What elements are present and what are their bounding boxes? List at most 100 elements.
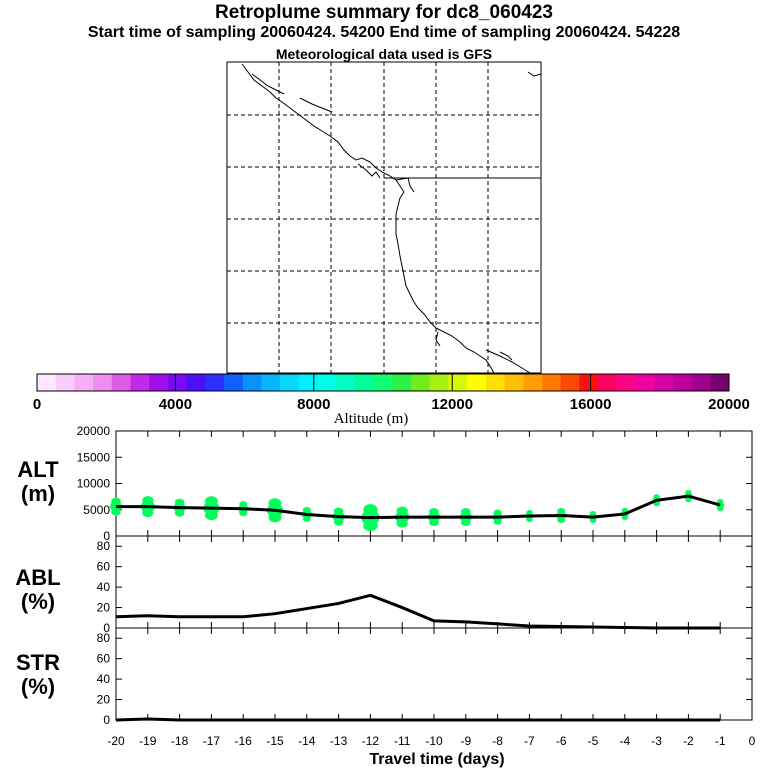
colorbar-swatch xyxy=(654,374,674,391)
y-tick-label: 0 xyxy=(103,529,110,543)
colorbar-swatch xyxy=(111,374,132,391)
alt-series-line xyxy=(116,494,721,520)
x-tick-label: -14 xyxy=(298,734,316,748)
colorbar-swatch xyxy=(672,374,693,391)
alt-scatter-point xyxy=(174,509,185,517)
alt-label: ALT xyxy=(17,457,59,482)
panel-frame xyxy=(115,627,753,721)
x-tick-label: -2 xyxy=(683,734,694,748)
colorbar-swatch xyxy=(224,374,244,391)
alt-scatter-point xyxy=(205,496,218,506)
colorbar-swatch xyxy=(392,374,412,391)
panel-abl: 0 20 40 60 80 xyxy=(97,535,753,635)
colorbar-swatch xyxy=(93,374,113,391)
colorbar-swatch xyxy=(261,374,281,391)
colorbar-swatch xyxy=(280,374,300,391)
colorbar-tick-label: 12000 xyxy=(431,396,473,413)
alt-scatter-point xyxy=(526,517,533,523)
alt-scatter-point xyxy=(396,506,408,515)
alt-scatter-point xyxy=(333,507,344,515)
x-tick-label: -20 xyxy=(107,734,125,748)
alt-scatter-point xyxy=(621,515,628,520)
panel-frame xyxy=(115,535,753,629)
colorbar-swatch xyxy=(523,374,543,391)
colorbar-swatch xyxy=(354,374,375,391)
colorbar-swatch xyxy=(242,374,262,391)
alt-scatter-point xyxy=(653,501,660,507)
alt-scatter-point xyxy=(205,510,218,521)
colorbar-swatch xyxy=(467,374,487,391)
map-panel xyxy=(226,61,542,374)
colorbar-tick-label: 0 xyxy=(33,396,41,413)
x-tick-label: -18 xyxy=(171,734,189,748)
colorbar-swatch xyxy=(74,374,94,391)
alt-scatter-point xyxy=(429,518,439,527)
alt-scatter-point xyxy=(557,517,566,524)
x-tick-label: -9 xyxy=(460,734,471,748)
alt-scatter-point xyxy=(268,498,282,508)
x-tick-label: -4 xyxy=(619,734,630,748)
colorbar-swatch xyxy=(205,374,225,391)
x-tick-label: 0 xyxy=(749,734,756,748)
alt-scatter-point xyxy=(429,508,439,516)
x-tick-label: -19 xyxy=(139,734,157,748)
alt-scatter-point xyxy=(717,499,724,504)
alt-scatter-point xyxy=(142,508,154,518)
colorbar-swatch xyxy=(691,374,711,391)
abl-label: ABL xyxy=(15,565,60,590)
colorbar-swatch xyxy=(55,374,75,391)
y-tick-label: 60 xyxy=(97,560,111,574)
colorbar-swatch xyxy=(635,374,655,391)
alt-scatter-point xyxy=(302,506,311,513)
map-coastlines xyxy=(241,63,542,374)
alt-scatter-point xyxy=(461,508,471,516)
alt-scatter-point xyxy=(589,518,597,524)
alt-scatter-point xyxy=(685,497,692,503)
alt-scatter-point xyxy=(174,498,185,506)
alt-scatter-point xyxy=(685,490,692,495)
x-tick-label: -11 xyxy=(394,734,411,748)
y-tick-label: 80 xyxy=(97,631,111,645)
colorbar-swatch xyxy=(186,374,206,391)
alt-scatter-point xyxy=(589,511,597,516)
y-tick-label: 40 xyxy=(97,580,111,594)
abl-series-line xyxy=(115,593,721,630)
colorbar-swatch xyxy=(298,374,319,391)
x-tick-label: -1 xyxy=(715,734,726,748)
colorbar-swatch xyxy=(336,374,356,391)
x-axis-title: Travel time (days) xyxy=(369,751,504,768)
alt-scatter xyxy=(110,490,725,532)
time-series-panels: 05000100001500020000020406080020406080-2… xyxy=(77,424,756,748)
alt-scatter-point xyxy=(717,506,724,512)
x-tick-label: -10 xyxy=(425,734,443,748)
alt-scatter-point xyxy=(142,496,154,505)
x-tick-label: -8 xyxy=(492,734,503,748)
alt-scatter-point xyxy=(111,508,121,516)
panel-alt: 0 5000 10000 15000 20000 xyxy=(77,424,753,543)
met-data-note: Meteorological data used is GFS xyxy=(275,46,493,62)
y-tick-label: 15000 xyxy=(77,450,111,464)
alt-scatter-point xyxy=(363,520,378,532)
alt-scatter-point xyxy=(461,518,471,527)
x-tick-label: -3 xyxy=(651,734,662,748)
colorbar-swatch xyxy=(541,374,562,391)
x-tick-label: -16 xyxy=(235,734,253,748)
x-tick-label: -17 xyxy=(203,734,221,748)
alt-scatter-point xyxy=(526,510,533,515)
colorbar-label: Altitude (m) xyxy=(334,411,409,427)
alt-scatter-point xyxy=(111,497,121,505)
colorbar-swatch xyxy=(560,374,580,391)
colorbar-swatch xyxy=(411,374,431,391)
alt-scatter-point xyxy=(333,518,344,526)
alt-scatter-point xyxy=(302,515,311,522)
colorbar-tick-label: 20000 xyxy=(708,396,750,413)
colorbar-swatch xyxy=(616,374,636,391)
colorbar-swatch xyxy=(373,374,393,391)
colorbar-swatch xyxy=(710,374,730,391)
y-tick-label: 20000 xyxy=(77,424,111,438)
y-tick-label: 0 xyxy=(103,713,110,727)
colorbar-swatch xyxy=(149,374,169,391)
colorbar-swatch xyxy=(167,374,188,391)
